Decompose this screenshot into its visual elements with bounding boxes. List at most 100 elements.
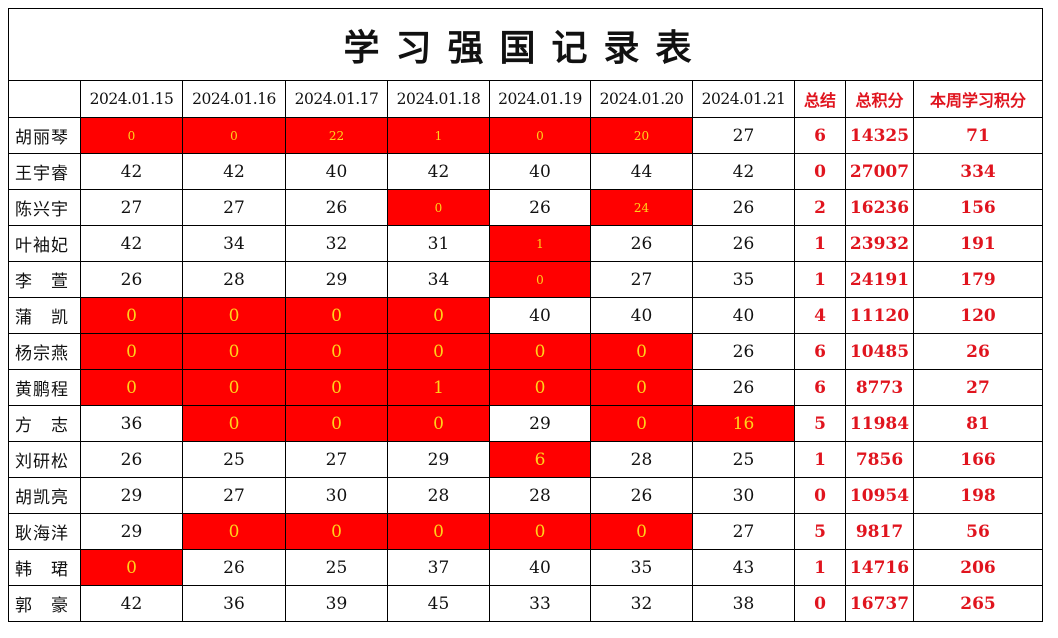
table-row: 蒲 凯 0 0 0 0 40 40 40 4 11120 120 [8, 297, 1043, 334]
score-cell: 0 [590, 333, 693, 370]
week-points-cell: 334 [913, 153, 1043, 190]
header-week-points: 本周学习积分 [913, 80, 1043, 118]
score-cell: 38 [692, 585, 795, 622]
score-cell: 26 [285, 189, 388, 226]
score-cell: 27 [182, 477, 286, 514]
score-cell: 6 [489, 441, 591, 478]
score-cell: 45 [387, 585, 490, 622]
table-row: 耿海洋 29 0 0 0 0 0 27 5 9817 56 [8, 513, 1043, 550]
week-points-cell: 26 [913, 333, 1043, 370]
score-cell: 29 [285, 261, 388, 298]
score-cell: 0 [387, 333, 490, 370]
score-cell: 32 [590, 585, 693, 622]
summary-cell: 4 [794, 297, 846, 334]
summary-cell: 5 [794, 513, 846, 550]
score-cell: 26 [692, 189, 795, 226]
score-cell: 42 [80, 153, 183, 190]
table-row: 韩 珺 0 26 25 37 40 35 43 1 14716 206 [8, 549, 1043, 586]
total-points-cell: 11984 [845, 405, 914, 442]
score-cell: 0 [489, 369, 591, 406]
total-points-cell: 23932 [845, 225, 914, 262]
table-row: 黄鹏程 0 0 0 1 0 0 26 6 8773 27 [8, 369, 1043, 406]
member-name: 方 志 [8, 405, 81, 442]
score-cell: 26 [80, 261, 183, 298]
total-points-cell: 24191 [845, 261, 914, 298]
score-cell: 28 [387, 477, 490, 514]
header-date: 2024.01.16 [182, 80, 286, 118]
score-cell: 0 [387, 189, 490, 226]
score-cell: 40 [489, 297, 591, 334]
table-row: 王宇睿 42 42 40 42 40 44 42 0 27007 334 [8, 153, 1043, 190]
score-cell: 0 [285, 405, 388, 442]
score-cell: 28 [489, 477, 591, 514]
summary-cell: 1 [794, 261, 846, 298]
score-cell: 0 [285, 333, 388, 370]
score-cell: 28 [590, 441, 693, 478]
score-cell: 26 [692, 225, 795, 262]
table-row: 刘研松 26 25 27 29 6 28 25 1 7856 166 [8, 441, 1043, 478]
score-cell: 32 [285, 225, 388, 262]
score-cell: 0 [590, 369, 693, 406]
score-cell: 0 [80, 369, 183, 406]
table-row: 胡凯亮 29 27 30 28 28 26 30 0 10954 198 [8, 477, 1043, 514]
member-name: 李 萱 [8, 261, 81, 298]
summary-cell: 1 [794, 549, 846, 586]
score-cell: 42 [692, 153, 795, 190]
score-cell: 40 [489, 153, 591, 190]
score-cell: 0 [182, 369, 286, 406]
summary-cell: 6 [794, 369, 846, 406]
score-cell: 1 [387, 369, 490, 406]
week-points-cell: 179 [913, 261, 1043, 298]
week-points-cell: 81 [913, 405, 1043, 442]
header-date: 2024.01.15 [80, 80, 183, 118]
score-cell: 20 [590, 117, 693, 154]
week-points-cell: 206 [913, 549, 1043, 586]
score-cell: 0 [489, 261, 591, 298]
total-points-cell: 9817 [845, 513, 914, 550]
score-cell: 40 [489, 549, 591, 586]
score-cell: 29 [80, 513, 183, 550]
member-name: 王宇睿 [8, 153, 81, 190]
score-cell: 27 [285, 441, 388, 478]
header-row: 2024.01.15 2024.01.16 2024.01.17 2024.01.18… [8, 80, 1043, 118]
score-cell: 0 [489, 513, 591, 550]
header-total-points: 总积分 [845, 80, 914, 118]
score-cell: 28 [182, 261, 286, 298]
week-points-cell: 198 [913, 477, 1043, 514]
score-cell: 36 [182, 585, 286, 622]
member-name: 叶袖妃 [8, 225, 81, 262]
member-name: 蒲 凯 [8, 297, 81, 334]
score-cell: 0 [80, 549, 183, 586]
score-cell: 1 [489, 225, 591, 262]
score-cell: 0 [489, 117, 591, 154]
table-row: 郭 豪 42 36 39 45 33 32 38 0 16737 265 [8, 585, 1043, 622]
week-points-cell: 27 [913, 369, 1043, 406]
score-cell: 42 [80, 585, 183, 622]
score-cell: 40 [692, 297, 795, 334]
score-cell: 42 [182, 153, 286, 190]
week-points-cell: 56 [913, 513, 1043, 550]
score-cell: 39 [285, 585, 388, 622]
score-cell: 22 [285, 117, 388, 154]
week-points-cell: 120 [913, 297, 1043, 334]
summary-cell: 0 [794, 153, 846, 190]
score-cell: 42 [387, 153, 490, 190]
header-corner [8, 80, 81, 118]
score-cell: 26 [692, 369, 795, 406]
score-cell: 0 [285, 369, 388, 406]
summary-cell: 2 [794, 189, 846, 226]
score-cell: 25 [182, 441, 286, 478]
score-cell: 0 [387, 513, 490, 550]
score-cell: 26 [692, 333, 795, 370]
score-cell: 0 [387, 405, 490, 442]
score-cell: 24 [590, 189, 693, 226]
score-cell: 27 [80, 189, 183, 226]
summary-cell: 6 [794, 117, 846, 154]
table-row: 杨宗燕 0 0 0 0 0 0 26 6 10485 26 [8, 333, 1043, 370]
score-cell: 0 [285, 297, 388, 334]
summary-cell: 0 [794, 477, 846, 514]
score-cell: 29 [489, 405, 591, 442]
score-cell: 0 [182, 297, 286, 334]
score-cell: 0 [80, 297, 183, 334]
score-cell: 0 [590, 513, 693, 550]
